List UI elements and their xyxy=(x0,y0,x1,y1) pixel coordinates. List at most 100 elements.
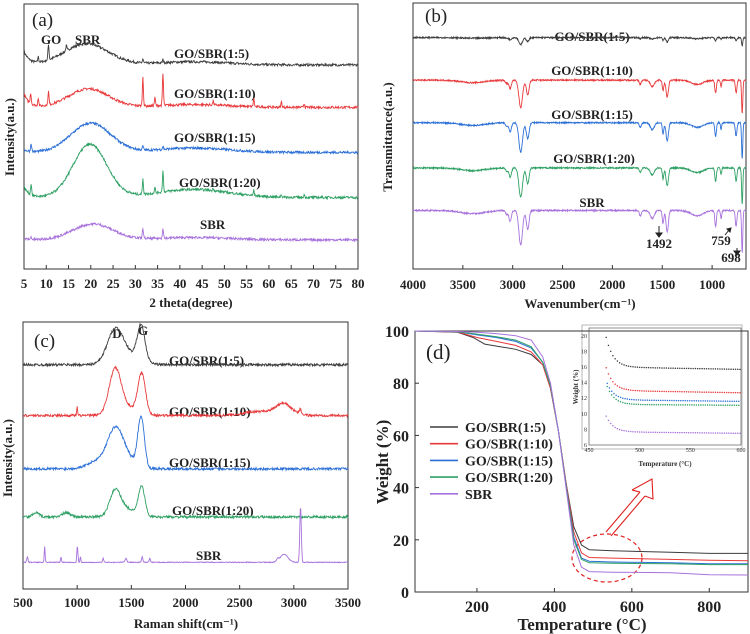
inset-y-tick-label: 20 xyxy=(581,334,587,340)
inset-point xyxy=(619,401,622,403)
inset-point xyxy=(694,432,697,434)
inset-point xyxy=(730,368,732,370)
inset-point xyxy=(690,367,692,370)
inset-point xyxy=(655,399,658,402)
inset-point xyxy=(648,399,651,401)
inset-point xyxy=(614,357,616,360)
inset-point xyxy=(628,403,631,405)
x-tick-label: 3000 xyxy=(500,277,526,292)
inset-point xyxy=(725,391,728,394)
inset-point xyxy=(701,432,703,434)
inset-point xyxy=(701,391,703,393)
inset-point xyxy=(735,404,738,406)
inset-point xyxy=(628,398,631,401)
inset-point xyxy=(616,385,619,387)
x-tick-label: 55 xyxy=(240,276,254,291)
y-tick-label: 20 xyxy=(393,533,409,550)
panel-d-tga: (d) Temperature (°C) Weight (%) GO/SBR(1… xyxy=(373,324,749,634)
x-axis-title: Temperature (°C) xyxy=(517,615,646,634)
inset-point xyxy=(674,390,677,393)
x-tick-label: 20 xyxy=(84,276,97,291)
x-tick-label: 200 xyxy=(465,599,489,616)
inset-point xyxy=(651,399,653,401)
inset-point xyxy=(719,432,721,434)
inset-frame xyxy=(588,327,742,446)
x-tick-label: 4000 xyxy=(400,277,426,292)
y-axis-title: Intensity(a.u.) xyxy=(0,419,15,497)
inset-point xyxy=(687,367,690,370)
inset-point xyxy=(691,399,693,402)
inset-point xyxy=(650,431,652,433)
inset-point xyxy=(670,390,672,393)
inset-point xyxy=(705,367,708,370)
inset-point xyxy=(694,367,697,370)
inset-x-tick-label: 600 xyxy=(737,448,746,454)
inset-point xyxy=(671,404,673,406)
inset-point xyxy=(654,390,657,392)
d-band-label: D xyxy=(112,326,121,341)
inset-point xyxy=(652,431,654,434)
inset-point xyxy=(606,385,608,388)
y-tick-label: 100 xyxy=(385,324,409,341)
inset-point xyxy=(609,350,612,353)
inset-point xyxy=(675,404,678,406)
inset-point xyxy=(670,431,672,434)
inset-point xyxy=(716,432,719,434)
inset-point xyxy=(737,391,739,394)
inset-point xyxy=(665,367,668,369)
inset-point xyxy=(624,397,626,400)
inset-point xyxy=(632,366,634,368)
inset-point xyxy=(700,400,702,402)
series-label: SBR xyxy=(579,195,605,210)
inset-point xyxy=(721,391,723,394)
inset-point xyxy=(638,390,641,392)
inset-point xyxy=(634,389,636,392)
inset-point xyxy=(665,431,668,434)
panel-b-letter: (b) xyxy=(425,6,447,27)
inset-point xyxy=(651,403,653,406)
x-tick-label: 2500 xyxy=(550,277,576,292)
inset-x-axis-title: Temperature (°C) xyxy=(638,460,692,468)
inset-point xyxy=(710,391,712,393)
inset-point xyxy=(629,430,632,433)
inset-point xyxy=(688,399,691,402)
inset-point xyxy=(679,367,681,370)
inset-point xyxy=(671,399,673,402)
inset-point xyxy=(642,399,644,401)
inset-point xyxy=(659,399,662,402)
inset-point xyxy=(680,399,682,402)
inset-point xyxy=(729,400,731,402)
inset-point xyxy=(703,391,706,393)
inset-point xyxy=(704,404,707,406)
y-axis-title: Intensity(a.u.) xyxy=(2,98,17,176)
inset-point xyxy=(645,390,648,392)
inset-point xyxy=(647,390,650,392)
inset-point xyxy=(720,404,722,406)
series-label: GO/SBR(1:20) xyxy=(553,151,635,166)
inset-point xyxy=(618,428,621,431)
x-tick-label: 80 xyxy=(352,276,365,291)
inset-point xyxy=(658,390,661,393)
inset-point xyxy=(695,404,698,406)
x-tick-label: 25 xyxy=(107,276,121,291)
inset-point xyxy=(665,390,668,393)
series-label: GO/SBR(1:5) xyxy=(174,46,249,61)
ftir-line xyxy=(412,165,747,204)
x-tick-label: 50 xyxy=(218,276,231,291)
inset-point xyxy=(617,400,620,402)
inset-point xyxy=(664,399,666,402)
inset-point xyxy=(717,404,720,406)
inset-point xyxy=(607,344,610,347)
inset-point xyxy=(724,400,727,402)
x-tick-label: 5 xyxy=(21,276,28,291)
inset-point xyxy=(636,366,639,368)
inset-y-tick-label: 6 xyxy=(584,443,587,449)
inset-point xyxy=(668,399,671,402)
inset-point xyxy=(712,432,714,434)
inset-background xyxy=(581,324,743,450)
inset-point xyxy=(711,400,713,402)
inset-point xyxy=(621,429,623,431)
inset-point xyxy=(605,336,607,339)
xrd-line xyxy=(24,222,359,243)
inset-point xyxy=(658,367,661,369)
